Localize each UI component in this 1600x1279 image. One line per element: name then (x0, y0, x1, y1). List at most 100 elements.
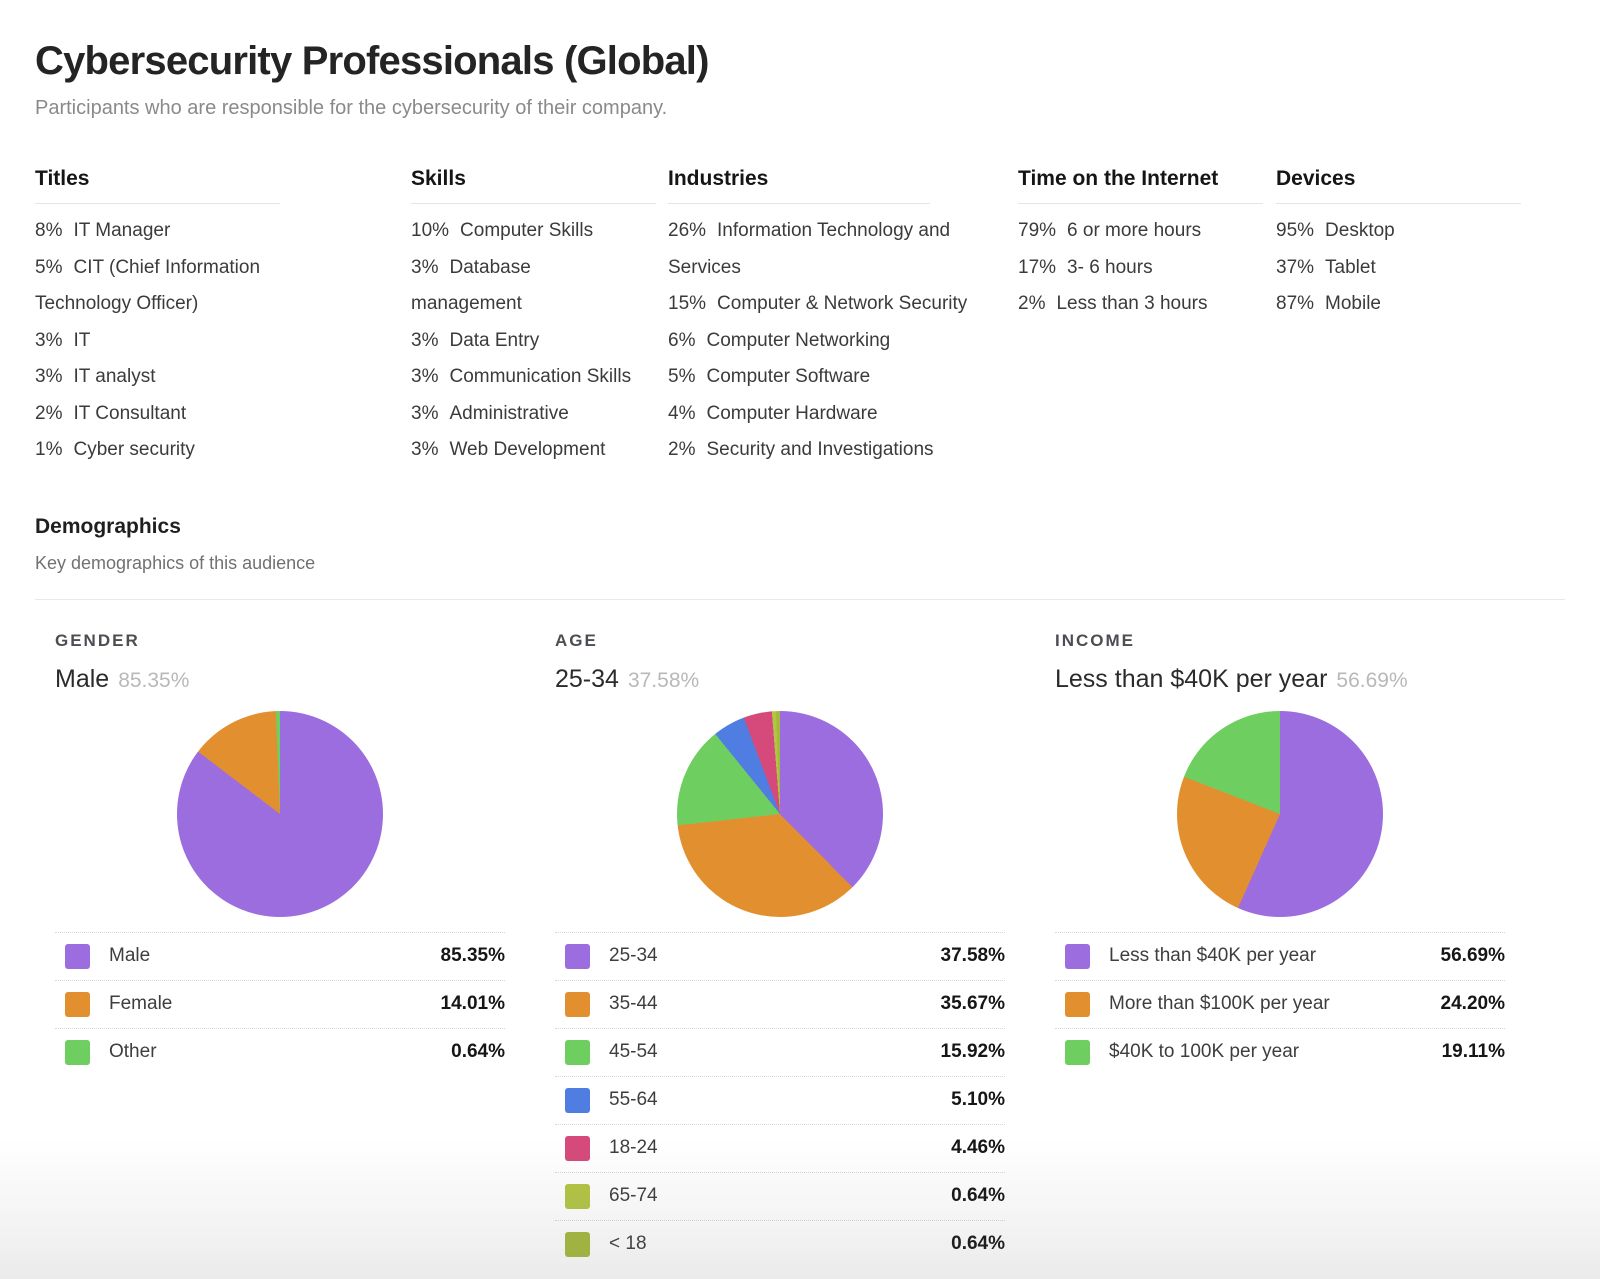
legend-row: 45-54 15.92% (555, 1027, 1005, 1076)
legend-row: Other 0.64% (55, 1027, 505, 1076)
stat-label: IT Manager (73, 220, 171, 241)
stat-percent: 4% (668, 402, 696, 424)
chart-top-value: 85.35% (118, 668, 190, 692)
stat-item: 3% IT analyst (35, 359, 340, 396)
stat-label: Tablet (1325, 256, 1376, 278)
stat-label: Mobile (1325, 293, 1382, 314)
legend-swatch (565, 991, 590, 1017)
stats-column-titles: Titles 8% IT Manager 5% CIT (Chief Informati… (35, 168, 340, 469)
legend-label: More than $100K per year (1109, 993, 1330, 1014)
stat-item: 2% Less than 3 hours (1018, 286, 1266, 323)
legend-row: < 18 0.64% (555, 1219, 1005, 1268)
stat-percent: 6% (668, 329, 696, 351)
stat-item: 15% Computer & Network Security (668, 286, 1013, 323)
stats-column-heading: Devices (1276, 167, 1356, 190)
stat-label: Communication Skills (449, 366, 632, 387)
legend-swatch (65, 943, 90, 969)
chart-top-category: Male (55, 664, 110, 693)
stat-item: 5% CIT (Chief Information Technology Offi… (35, 250, 340, 323)
pie-chart-age (677, 710, 883, 917)
stat-label: Computer Networking (706, 329, 891, 351)
stat-item: 37% Tablet (1276, 250, 1520, 287)
stat-percent: 79% (1018, 220, 1057, 241)
stat-item: 3% Database management (411, 250, 643, 323)
legend-value: 0.64% (951, 1185, 1005, 1206)
legend-label: Less than $40K per year (1109, 945, 1317, 966)
stat-item: 95% Desktop (1276, 213, 1520, 250)
stat-percent: 3% (411, 402, 439, 424)
legend-label: 35-44 (609, 993, 658, 1014)
stat-label: Administrative (449, 402, 569, 424)
chart-legend: Male 85.35% Female 14.01% Other 0.64% (55, 931, 505, 1076)
legend-value: 24.20% (1440, 993, 1505, 1014)
legend-row: $40K to 100K per year 19.11% (1055, 1027, 1505, 1076)
heading-underline (1018, 203, 1263, 204)
legend-value: 56.69% (1440, 945, 1505, 966)
stat-percent: 37% (1276, 256, 1315, 278)
legend-value: 15.92% (940, 1041, 1005, 1062)
stats-row: Titles 8% IT Manager 5% CIT (Chief Informati… (35, 168, 1565, 469)
stat-label: Desktop (1325, 220, 1395, 241)
stat-percent: 26% (668, 220, 707, 241)
legend-swatch (565, 1135, 590, 1161)
stat-item: 3% Communication Skills (411, 359, 643, 396)
legend-swatch (565, 1231, 590, 1257)
stats-column-heading: Titles (35, 167, 90, 190)
legend-value: 0.64% (951, 1233, 1005, 1254)
chart-top-category: 25-34 (555, 664, 619, 693)
legend-row: More than $100K per year 24.20% (1055, 979, 1505, 1028)
stat-percent: 15% (668, 293, 707, 314)
legend-value: 35.67% (940, 993, 1005, 1014)
page-title: Cybersecurity Professionals (Global) (35, 39, 709, 83)
legend-row: 35-44 35.67% (555, 979, 1005, 1028)
stats-column-heading: Time on the Internet (1018, 167, 1219, 190)
legend-label: 45-54 (609, 1041, 658, 1062)
stat-item: 3% Web Development (411, 432, 643, 469)
legend-swatch (65, 1039, 90, 1065)
stat-item: 3% Data Entry (411, 323, 643, 360)
chart-income: INCOME Less than $40K per year 56.69% Less … (1055, 631, 1505, 1268)
stat-percent: 10% (411, 220, 450, 241)
chart-section-label: AGE (555, 630, 598, 650)
stat-item: 2% Security and Investigations (668, 432, 1013, 469)
legend-label: 55-64 (609, 1089, 658, 1110)
stats-column-industries: Industries 26% Information Technology and … (668, 168, 1013, 469)
chart-section-label: INCOME (1055, 630, 1135, 650)
legend-value: 5.10% (951, 1089, 1005, 1110)
stat-percent: 5% (35, 256, 63, 278)
stat-label: IT Consultant (73, 402, 187, 424)
legend-swatch (1065, 1039, 1090, 1065)
chart-legend: Less than $40K per year 56.69% More than $… (1055, 931, 1505, 1076)
legend-value: 19.11% (1441, 1041, 1505, 1062)
stat-item: 79% 6 or more hours (1018, 213, 1266, 250)
legend-value: 37.58% (940, 945, 1005, 966)
pie-chart-gender (177, 710, 383, 917)
stat-item: 6% Computer Networking (668, 323, 1013, 360)
page-subtitle: Participants who are responsible for the… (35, 97, 668, 119)
stats-column-devices: Devices 95% Desktop 37% Tablet 87% Mobile (1276, 167, 1521, 323)
stat-item: 2% IT Consultant (35, 396, 340, 433)
stat-percent: 2% (35, 402, 63, 424)
legend-row: 18-24 4.46% (555, 1123, 1005, 1172)
heading-underline (411, 203, 656, 204)
stat-label: Computer Software (706, 366, 871, 387)
legend-swatch (565, 1183, 590, 1209)
legend-row: Less than $40K per year 56.69% (1055, 931, 1505, 980)
legend-label: < 18 (609, 1233, 647, 1254)
stat-label: Database management (411, 256, 531, 315)
stat-percent: 3% (411, 366, 439, 387)
stat-label: Web Development (449, 439, 606, 460)
stats-column-skills: Skills 10% Computer Skills 3% Database manag… (411, 167, 656, 469)
stat-item: 1% Cyber security (35, 432, 340, 469)
chart-top-label: Less than $40K per year 56.69% (1055, 664, 1505, 698)
stat-percent: 3% (411, 439, 439, 460)
stat-percent: 1% (35, 439, 63, 460)
stats-column-heading: Skills (411, 167, 466, 190)
stat-label: Security and Investigations (706, 439, 934, 460)
chart-top-value: 56.69% (1336, 668, 1408, 692)
chart-top-category: Less than $40K per year (1055, 664, 1328, 693)
legend-label: 18-24 (609, 1137, 658, 1158)
legend-row: 55-64 5.10% (555, 1075, 1005, 1124)
chart-gender: GENDER Male 85.35% Male 85.35% Female 14.01% Ot… (55, 631, 505, 1268)
